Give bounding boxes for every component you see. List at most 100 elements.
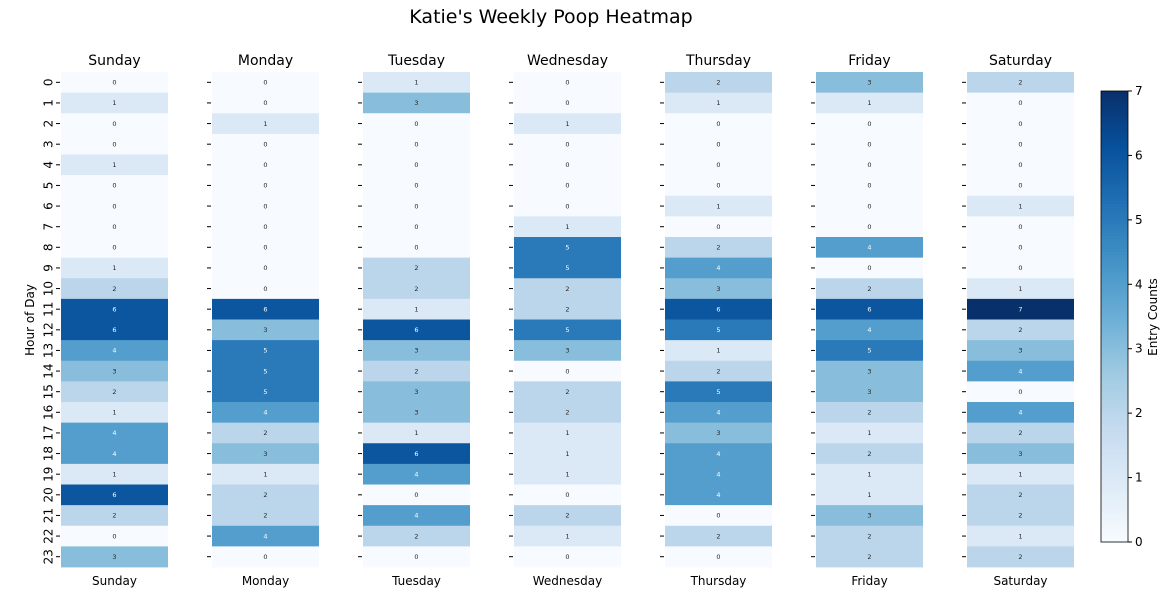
heatmap-cell [61, 92, 168, 114]
cell-value-label: 0 [263, 161, 267, 169]
cell-value-label: 1 [716, 202, 720, 210]
heatmap-cell [61, 278, 168, 300]
heatmap-cell [665, 340, 772, 362]
y-tick-label: 23 [42, 549, 56, 564]
cell-value-label: 0 [867, 161, 871, 169]
colorbar-segment [1101, 538, 1128, 543]
cell-value-label: 2 [716, 79, 720, 87]
heatmap-cell [967, 113, 1074, 135]
cell-value-label: 2 [867, 409, 871, 417]
cell-value-label: 0 [565, 367, 569, 375]
heatmap-cell [212, 422, 319, 444]
cell-value-label: 1 [565, 429, 569, 437]
colorbar-segment [1101, 116, 1128, 121]
heatmap-cell [816, 525, 923, 547]
heatmap-cell [514, 133, 621, 155]
cell-value-label: 2 [112, 388, 116, 396]
cell-value-label: 0 [414, 491, 418, 499]
cell-value-label: 6 [263, 305, 267, 313]
cell-value-label: 7 [1018, 305, 1022, 313]
colorbar-segment [1101, 152, 1128, 157]
colorbar-segment [1101, 213, 1128, 218]
heatmap-cell [212, 133, 319, 155]
cell-value-label: 0 [263, 99, 267, 107]
colorbar-segment [1101, 168, 1128, 173]
heatmap-cell [212, 175, 319, 197]
colorbar-segment [1101, 194, 1128, 198]
y-tick-label: 6 [42, 202, 56, 210]
panel-title: Wednesday [527, 53, 608, 69]
cell-value-label: 0 [867, 202, 871, 210]
heatmap-cell [61, 443, 168, 465]
cell-value-label: 1 [263, 470, 267, 478]
colorbar-segment [1101, 374, 1128, 379]
heatmap-cell [967, 463, 1074, 485]
heatmap-cell [665, 278, 772, 300]
cell-value-label: 2 [565, 305, 569, 313]
panel-title: Saturday [989, 53, 1052, 69]
heatmap-cell [816, 340, 923, 362]
cell-value-label: 0 [565, 99, 569, 107]
heatmap-cell [967, 237, 1074, 259]
y-tick-label: 0 [42, 78, 56, 86]
colorbar-segment [1101, 358, 1128, 363]
cell-value-label: 6 [414, 450, 418, 458]
heatmap-cell [61, 360, 168, 382]
colorbar-tick-label: 5 [1135, 213, 1143, 227]
cell-value-label: 0 [414, 553, 418, 561]
heatmap-cell [514, 443, 621, 465]
heatmap-cell [967, 360, 1074, 382]
cell-value-label: 1 [263, 120, 267, 128]
cell-value-label: 1 [1018, 202, 1022, 210]
heatmap-cell [61, 72, 168, 94]
colorbar-segment [1101, 107, 1128, 111]
heatmap-cell [967, 133, 1074, 155]
colorbar-segment [1101, 190, 1128, 195]
colorbar-segment [1101, 268, 1128, 272]
cell-value-label: 3 [716, 429, 720, 437]
y-tick-label: 7 [42, 223, 56, 231]
colorbar-segment [1101, 245, 1128, 250]
cell-value-label: 2 [867, 553, 871, 561]
colorbar-segment [1101, 377, 1128, 382]
heatmap-cell [514, 319, 621, 341]
colorbar-segment [1101, 525, 1128, 530]
cell-value-label: 2 [716, 367, 720, 375]
cell-value-label: 4 [716, 470, 720, 478]
heatmap-cell [363, 298, 470, 320]
colorbar-segment [1101, 342, 1128, 347]
colorbar-tick-label: 7 [1135, 84, 1143, 98]
heatmap-cell [665, 257, 772, 279]
heatmap-cell [816, 422, 923, 444]
cell-value-label: 2 [1018, 326, 1022, 334]
colorbar-tick-label: 6 [1135, 148, 1143, 162]
colorbar-segment [1101, 480, 1128, 485]
x-tick-label: Sunday [92, 574, 137, 588]
colorbar-segment [1101, 161, 1128, 166]
colorbar-segment [1101, 493, 1128, 498]
colorbar-segment [1101, 474, 1128, 479]
heatmap-cell [816, 216, 923, 238]
heatmap-cell [665, 422, 772, 444]
heatmap-cell [665, 525, 772, 547]
y-tick-label: 10 [42, 281, 56, 296]
heatmap-cell [816, 237, 923, 259]
heatmap-cell [61, 175, 168, 197]
cell-value-label: 1 [565, 450, 569, 458]
heatmap-cell [967, 154, 1074, 176]
colorbar-segment [1101, 403, 1128, 408]
cell-value-label: 2 [414, 264, 418, 272]
colorbar-segment [1101, 532, 1128, 537]
cell-value-label: 2 [565, 285, 569, 293]
y-tick-label: 2 [42, 120, 56, 128]
colorbar-segment [1101, 271, 1128, 276]
colorbar-segment [1101, 319, 1128, 324]
y-tick-label: 20 [42, 487, 56, 502]
colorbar-segment [1101, 248, 1128, 253]
cell-value-label: 1 [112, 470, 116, 478]
heatmap-cell [967, 505, 1074, 527]
colorbar-segment [1101, 477, 1128, 482]
heatmap-cell [816, 257, 923, 279]
cell-value-label: 0 [716, 120, 720, 128]
cell-value-label: 0 [414, 202, 418, 210]
